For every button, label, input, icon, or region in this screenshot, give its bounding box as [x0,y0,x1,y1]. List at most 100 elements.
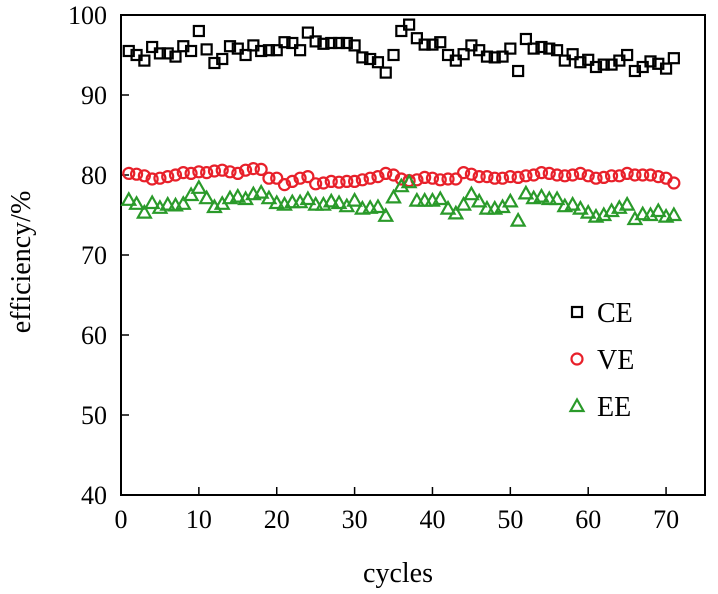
ve-point [425,171,440,185]
ce-point [659,62,673,75]
ve-point [643,168,658,182]
ee-point [478,199,496,215]
ce-point [153,47,167,60]
plot-frame [120,14,706,496]
ve-point [379,166,393,180]
ve-point [480,170,494,184]
ce-point [184,44,198,58]
ce-point [286,36,299,50]
ve-point [534,166,549,180]
ve-point [293,171,307,185]
legend-ce-marker [570,305,584,319]
ce-point [621,48,634,62]
ve-point [581,169,595,183]
ee-point [120,191,138,206]
legend-ee-marker [568,397,586,413]
ve-point [184,166,198,180]
ce-point [667,52,680,65]
ee-point [330,194,348,210]
ee-point [634,205,652,221]
ve-point [464,167,478,181]
ce-point [457,48,470,61]
ve-point [200,166,214,180]
ve-point [628,168,642,182]
ve-point [636,168,650,182]
ce-point [138,54,151,67]
ve-point [316,176,331,190]
ee-point [509,211,527,227]
ve-point [161,170,175,184]
ve-point [667,176,681,190]
ve-point [129,167,144,181]
ce-point [550,44,564,57]
ve-point [527,168,541,182]
ve-point [488,171,502,185]
ve-point [604,169,619,183]
ve-point [472,170,486,184]
ce-point [418,38,431,51]
ee-point [198,189,216,205]
ce-point [262,44,276,57]
ce-point [395,24,408,38]
ce-point [146,40,159,54]
ee-point [252,183,270,199]
y-tick-label: 60 [81,321,107,350]
ee-point [649,202,667,218]
ve-point [254,162,268,176]
legend-ce-label: CE [597,298,633,329]
ee-point [665,206,683,222]
ve-point [511,170,525,184]
x-tick-label: 40 [419,505,445,534]
ee-point [564,195,582,211]
ee-point [416,191,434,207]
ve-point [176,166,190,180]
ve-point [137,169,151,183]
ee-point [229,187,247,203]
ee-point [260,189,278,205]
ee-point [299,190,317,206]
ee-point [618,195,636,211]
ee-point [268,194,286,210]
y-axis-label: efficiency/% [6,191,37,334]
ce-point [200,43,213,56]
ee-point [174,195,192,210]
ve-point [238,163,253,177]
ee-point [463,185,480,201]
ce-point [403,18,416,31]
ve-point [573,166,588,180]
ce-point [512,64,525,78]
ee-point [455,195,472,211]
ee-point [385,188,402,204]
ve-point [558,169,572,183]
ve-point [542,166,556,180]
ee-point [470,192,488,208]
ee-point [533,187,550,203]
ee-point [159,195,177,211]
ve-point [418,170,432,184]
y-tick-label: 100 [68,1,107,30]
ve-point [301,170,315,184]
ce-point [597,58,610,71]
ee-point [128,195,145,210]
ce-point [332,36,346,50]
ce-point [543,42,556,55]
ve-point [457,166,471,180]
ve-point [122,166,136,180]
ce-point [449,54,462,67]
ve-point [168,168,183,182]
ce-point [410,32,423,45]
ee-point [517,184,535,200]
ce-point [426,38,439,51]
ce-point [270,44,283,57]
ce-point [169,50,182,63]
ve-point [597,170,611,184]
x-tick-label: 50 [497,505,523,534]
ve-point [153,171,167,185]
ce-point [566,48,579,61]
ve-point [566,168,580,182]
x-tick-label: 70 [653,505,679,534]
ce-point [589,60,603,74]
ee-point [307,195,325,211]
y-tick-label: 40 [81,481,107,510]
ce-point [309,35,322,48]
